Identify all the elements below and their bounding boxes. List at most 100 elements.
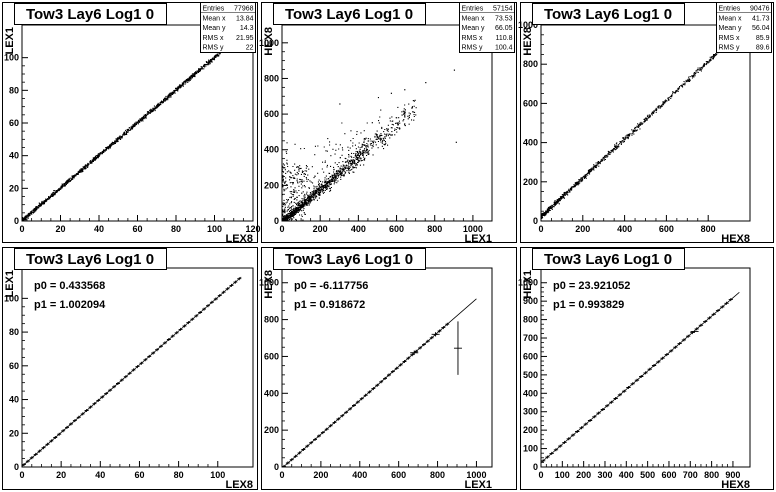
scatter-point [404, 89, 406, 91]
stats-value: 22 [246, 45, 254, 52]
y-tick-label: 600 [523, 351, 538, 361]
x-tick-label: 0 [19, 470, 24, 480]
x-tick-label: 0 [279, 224, 284, 234]
x-tick-label: 80 [174, 470, 184, 480]
y-tick-label: 20 [9, 183, 19, 193]
stats-value: 73.53 [495, 15, 513, 22]
y-tick-label: 0 [14, 462, 19, 472]
title-box [532, 3, 685, 25]
stats-label: RMS y [719, 45, 741, 52]
x-tick-label: 20 [56, 470, 66, 480]
x-tick-label: 60 [132, 224, 142, 234]
x-tick-label: 800 [427, 224, 442, 234]
fit-line [541, 291, 740, 463]
profile-markers [541, 298, 733, 463]
y-tick-label: 200 [523, 425, 538, 435]
y-tick-label: 40 [9, 395, 19, 405]
y-tick-label: 800 [523, 315, 538, 325]
chart-title: Tow3 Lay6 Log1 0 [285, 251, 413, 268]
y-tick-label: 800 [264, 73, 279, 83]
x-tick-label: 400 [352, 470, 367, 480]
fit-p0: p0 = 23.921052 [553, 280, 630, 292]
y-tick-label: 600 [523, 98, 538, 108]
stats-value: 14.3 [240, 25, 254, 32]
y-tick-label: 400 [264, 145, 279, 155]
stats-label: Mean y [203, 25, 226, 32]
x-tick-label: 700 [683, 470, 698, 480]
x-tick-label: 1000 [466, 470, 486, 480]
chart-title: Tow3 Lay6 Log1 0 [26, 251, 154, 268]
y-axis-label: HEX8 [263, 270, 275, 299]
chart-title: Tow3 Lay6 Log1 0 [544, 251, 672, 268]
stats-value: 56.04 [752, 25, 770, 32]
y-tick-label: 800 [264, 315, 279, 325]
fit-p1: p1 = 0.993829 [553, 299, 624, 311]
x-tick-label: 900 [725, 470, 740, 480]
outlier-point [453, 321, 462, 375]
x-axis-label: HEX8 [721, 479, 750, 491]
x-tick-label: 100 [555, 470, 570, 480]
y-tick-label: 1000 [518, 20, 538, 30]
x-tick-label: 600 [389, 224, 404, 234]
fit-p0: p0 = -6.117756 [294, 280, 368, 292]
chart-title: Tow3 Lay6 Log1 0 [544, 6, 672, 23]
y-tick-label: 80 [9, 327, 19, 337]
y-tick-label: 60 [9, 361, 19, 371]
title-box [14, 248, 167, 270]
data-layer [22, 276, 242, 467]
y-axis-label: LEX1 [4, 27, 16, 55]
stats-label: Mean x [203, 15, 226, 22]
chart-panel-1: 0 20 40 60 80 100 120020406080100LEX8LEX1Tow3 … [2, 2, 261, 245]
x-tick-label: 0 [279, 470, 284, 480]
x-tick-label: 200 [575, 224, 590, 234]
y-tick-label: 400 [523, 138, 538, 148]
fit-p1: p1 = 1.002094 [34, 299, 106, 311]
y-axis-label: LEX1 [4, 270, 16, 298]
x-tick-label: 400 [617, 224, 632, 234]
x-axis-label: LEX8 [225, 233, 253, 245]
outlier-point [410, 350, 419, 355]
title-box [532, 248, 685, 270]
stats-box [200, 2, 256, 53]
fit-line [282, 298, 477, 467]
stats-value: 13.84 [236, 15, 254, 22]
x-axis-label: LEX1 [464, 233, 492, 245]
y-tick-label: 800 [523, 59, 538, 69]
x-tick-label: 400 [351, 224, 366, 234]
y-tick-label: 200 [264, 425, 279, 435]
y-tick-label: 0 [533, 216, 538, 226]
x-tick-label: 20 [55, 224, 65, 234]
scatter-point [453, 69, 456, 71]
stats-label: RMS x [462, 35, 484, 42]
y-tick-label: 1000 [518, 278, 538, 288]
y-tick-label: 20 [9, 428, 19, 438]
x-tick-label: 100 [210, 470, 225, 480]
y-tick-label: 900 [523, 296, 538, 306]
title-box [14, 3, 167, 25]
stats-label: Mean y [462, 25, 485, 32]
stats-value: 110.8 [496, 35, 513, 42]
x-axis-label: HEX8 [721, 233, 750, 245]
y-tick-label: 60 [9, 118, 19, 128]
stats-value: 77968 [234, 6, 254, 13]
y-tick-label: 600 [264, 109, 279, 119]
x-tick-label: 200 [576, 470, 591, 480]
scatter-point [425, 82, 427, 84]
outlier-point [431, 332, 440, 337]
outlier-point [690, 330, 699, 333]
stats-value: 21.95 [236, 35, 254, 42]
stats-label: Entries [203, 6, 225, 13]
scatter-point [371, 122, 373, 124]
y-tick-label: 100 [523, 444, 538, 454]
x-tick-label: 800 [704, 470, 719, 480]
x-tick-label: 100 [207, 224, 222, 234]
stats-box [459, 2, 515, 53]
stats-label: RMS x [719, 35, 741, 42]
profile-markers [22, 277, 242, 467]
scatter-point [364, 144, 366, 146]
profile-markers [282, 322, 450, 467]
y-tick-label: 1000 [259, 278, 279, 288]
fit-line [22, 276, 242, 467]
x-tick-label: 0 [19, 224, 24, 234]
